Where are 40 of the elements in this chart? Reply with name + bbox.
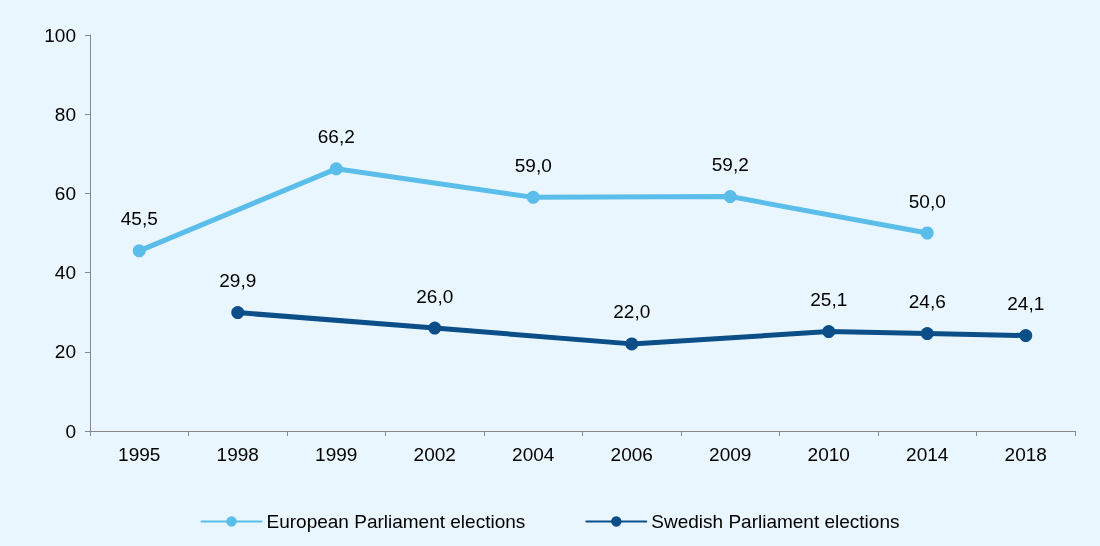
y-tick-label: 80 [54,103,76,125]
data-label: 45,5 [120,208,158,230]
data-label: 59,2 [711,154,749,176]
y-tick-label: 40 [54,262,76,284]
y-tick-label: 60 [54,182,76,204]
x-tick-label: 1998 [216,444,259,465]
x-tick-label: 2018 [1004,444,1047,465]
point [723,190,737,204]
y-tick-label: 100 [44,24,76,46]
legend-label: European Parliament elections [266,511,526,532]
y-tick-label: 20 [54,341,76,363]
data-label: 26,0 [416,285,454,307]
data-label: 50,0 [908,190,946,212]
point [625,337,639,351]
x-tick-label: 2004 [512,444,555,465]
x-tick-label: 1999 [315,444,358,465]
data-label: 29,9 [219,270,257,292]
x-tick-label: 1995 [118,444,161,465]
x-tick-label: 2006 [610,444,653,465]
data-label: 59,0 [514,154,552,176]
point [920,226,934,240]
y-tick-label: 0 [65,420,76,442]
x-tick-label: 2014 [906,444,949,465]
data-label: 24,1 [1007,293,1045,315]
point [920,327,934,341]
point [822,325,836,339]
point [526,190,540,204]
point [329,162,343,176]
point [231,306,245,320]
data-label: 25,1 [810,289,848,311]
point [1019,329,1033,343]
x-tick-label: 2009 [709,444,752,465]
x-tick-label: 2010 [807,444,850,465]
legend-label: Swedish Parliament elections [651,511,900,532]
point [428,321,442,335]
x-tick-label: 2002 [413,444,456,465]
data-label: 24,6 [908,291,946,313]
data-label: 22,0 [613,301,651,323]
point [132,244,146,258]
data-label: 66,2 [317,126,355,148]
